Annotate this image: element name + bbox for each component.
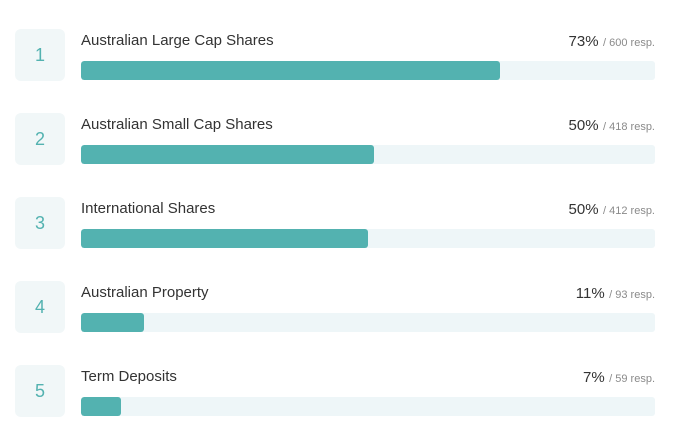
option-label: Term Deposits: [81, 368, 177, 385]
progress-fill: [81, 397, 122, 416]
option-label: Australian Small Cap Shares: [81, 116, 273, 133]
percent-value: 73%: [568, 33, 599, 50]
response-count: / 59 resp.: [609, 373, 655, 385]
progress-fill: [81, 145, 374, 164]
progress-track: [81, 313, 655, 332]
progress-track: [81, 397, 655, 416]
response-count: / 600 resp.: [603, 37, 655, 49]
progress-fill: [81, 313, 145, 332]
rank-badge: 1: [15, 29, 65, 81]
option-label: Australian Large Cap Shares: [81, 32, 274, 49]
progress-track: [81, 229, 655, 248]
percent-value: 50%: [568, 201, 599, 218]
stat: 11% / 93 resp.: [576, 285, 655, 303]
response-count: / 412 resp.: [603, 205, 655, 217]
response-count: / 93 resp.: [609, 289, 655, 301]
percent-value: 50%: [568, 117, 599, 134]
rank-badge: 2: [15, 113, 65, 165]
rank-badge: 5: [15, 365, 65, 417]
rank-badge: 3: [15, 197, 65, 249]
progress-track: [81, 145, 655, 164]
stat: 73% / 600 resp.: [569, 33, 655, 51]
percent-value: 11%: [575, 285, 605, 302]
response-count: / 418 resp.: [603, 121, 655, 133]
progress-track: [81, 61, 655, 80]
rank-badge: 4: [15, 281, 65, 333]
list-item: 1 Australian Large Cap Shares 73% / 600 …: [15, 29, 655, 81]
percent-value: 7%: [583, 369, 605, 386]
list-item: 5 Term Deposits 7% / 59 resp.: [15, 365, 655, 417]
list-item: 4 Australian Property 11% / 93 resp.: [15, 281, 655, 333]
list-item: 3 International Shares 50% / 412 resp.: [15, 197, 655, 249]
stat: 7% / 59 resp.: [583, 369, 655, 387]
progress-fill: [81, 229, 368, 248]
stat: 50% / 418 resp.: [569, 117, 655, 135]
list-item: 2 Australian Small Cap Shares 50% / 418 …: [15, 113, 655, 165]
progress-fill: [81, 61, 501, 80]
stat: 50% / 412 resp.: [569, 201, 655, 219]
option-label: Australian Property: [81, 284, 209, 301]
option-label: International Shares: [81, 200, 216, 217]
